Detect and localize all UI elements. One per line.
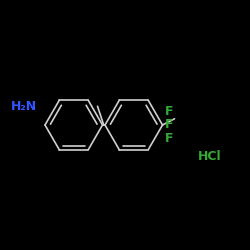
Text: F: F bbox=[165, 105, 173, 118]
Text: F: F bbox=[165, 118, 173, 132]
Text: HCl: HCl bbox=[198, 150, 221, 163]
Text: H₂N: H₂N bbox=[11, 100, 38, 113]
Text: F: F bbox=[165, 132, 173, 145]
